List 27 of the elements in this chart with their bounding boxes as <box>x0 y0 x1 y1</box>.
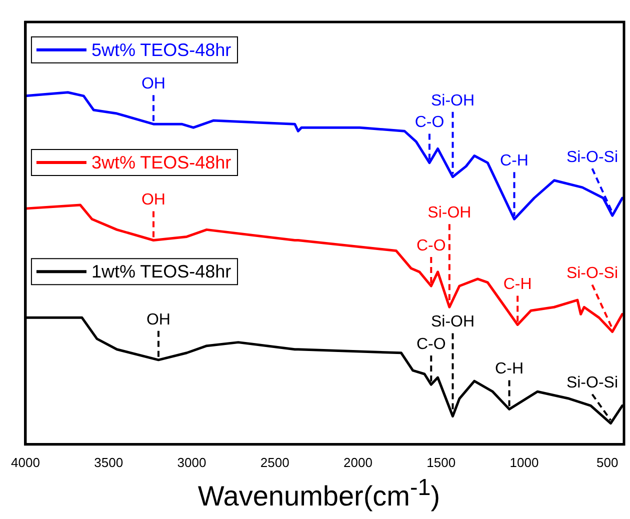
x-tick-label: 4000 <box>11 454 40 470</box>
x-tick-label: 2500 <box>260 454 290 470</box>
annotation: C-O <box>416 237 446 254</box>
legend-label: 5wt% TEOS-48hr <box>91 40 232 60</box>
annotation: C-H <box>503 276 532 294</box>
annotation: OH <box>141 192 166 209</box>
annotation: OH <box>146 311 170 328</box>
annotation: C-H <box>495 360 524 378</box>
x-tick-label: 1000 <box>510 454 539 470</box>
x-tick-label: 2000 <box>344 454 372 470</box>
annotation: C-H <box>500 152 528 170</box>
annotation: C-O <box>416 336 446 353</box>
annotation: Si-O-Si <box>566 149 618 166</box>
x-tick-label: 1500 <box>426 454 456 470</box>
legend-label: 1wt% TEOS-48hr <box>91 262 232 282</box>
annotation: Si-OH <box>430 314 475 331</box>
legend-label: 3wt% TEOS-48hr <box>91 152 232 173</box>
annotation: Si-OH <box>428 204 472 222</box>
x-tick-label: 500 <box>596 454 618 470</box>
annotation: C-O <box>414 114 444 132</box>
annotation: Si-O-Si <box>566 374 618 392</box>
x-axis-title: Wavenumber(cm$^{-1}$) <box>196 474 442 512</box>
annotation: Si-O-Si <box>566 265 618 282</box>
annotation: OH <box>141 75 166 92</box>
x-tick-label: 3500 <box>94 454 124 470</box>
annotation: Si-OH <box>430 92 475 110</box>
x-tick-label: 3000 <box>177 454 206 470</box>
